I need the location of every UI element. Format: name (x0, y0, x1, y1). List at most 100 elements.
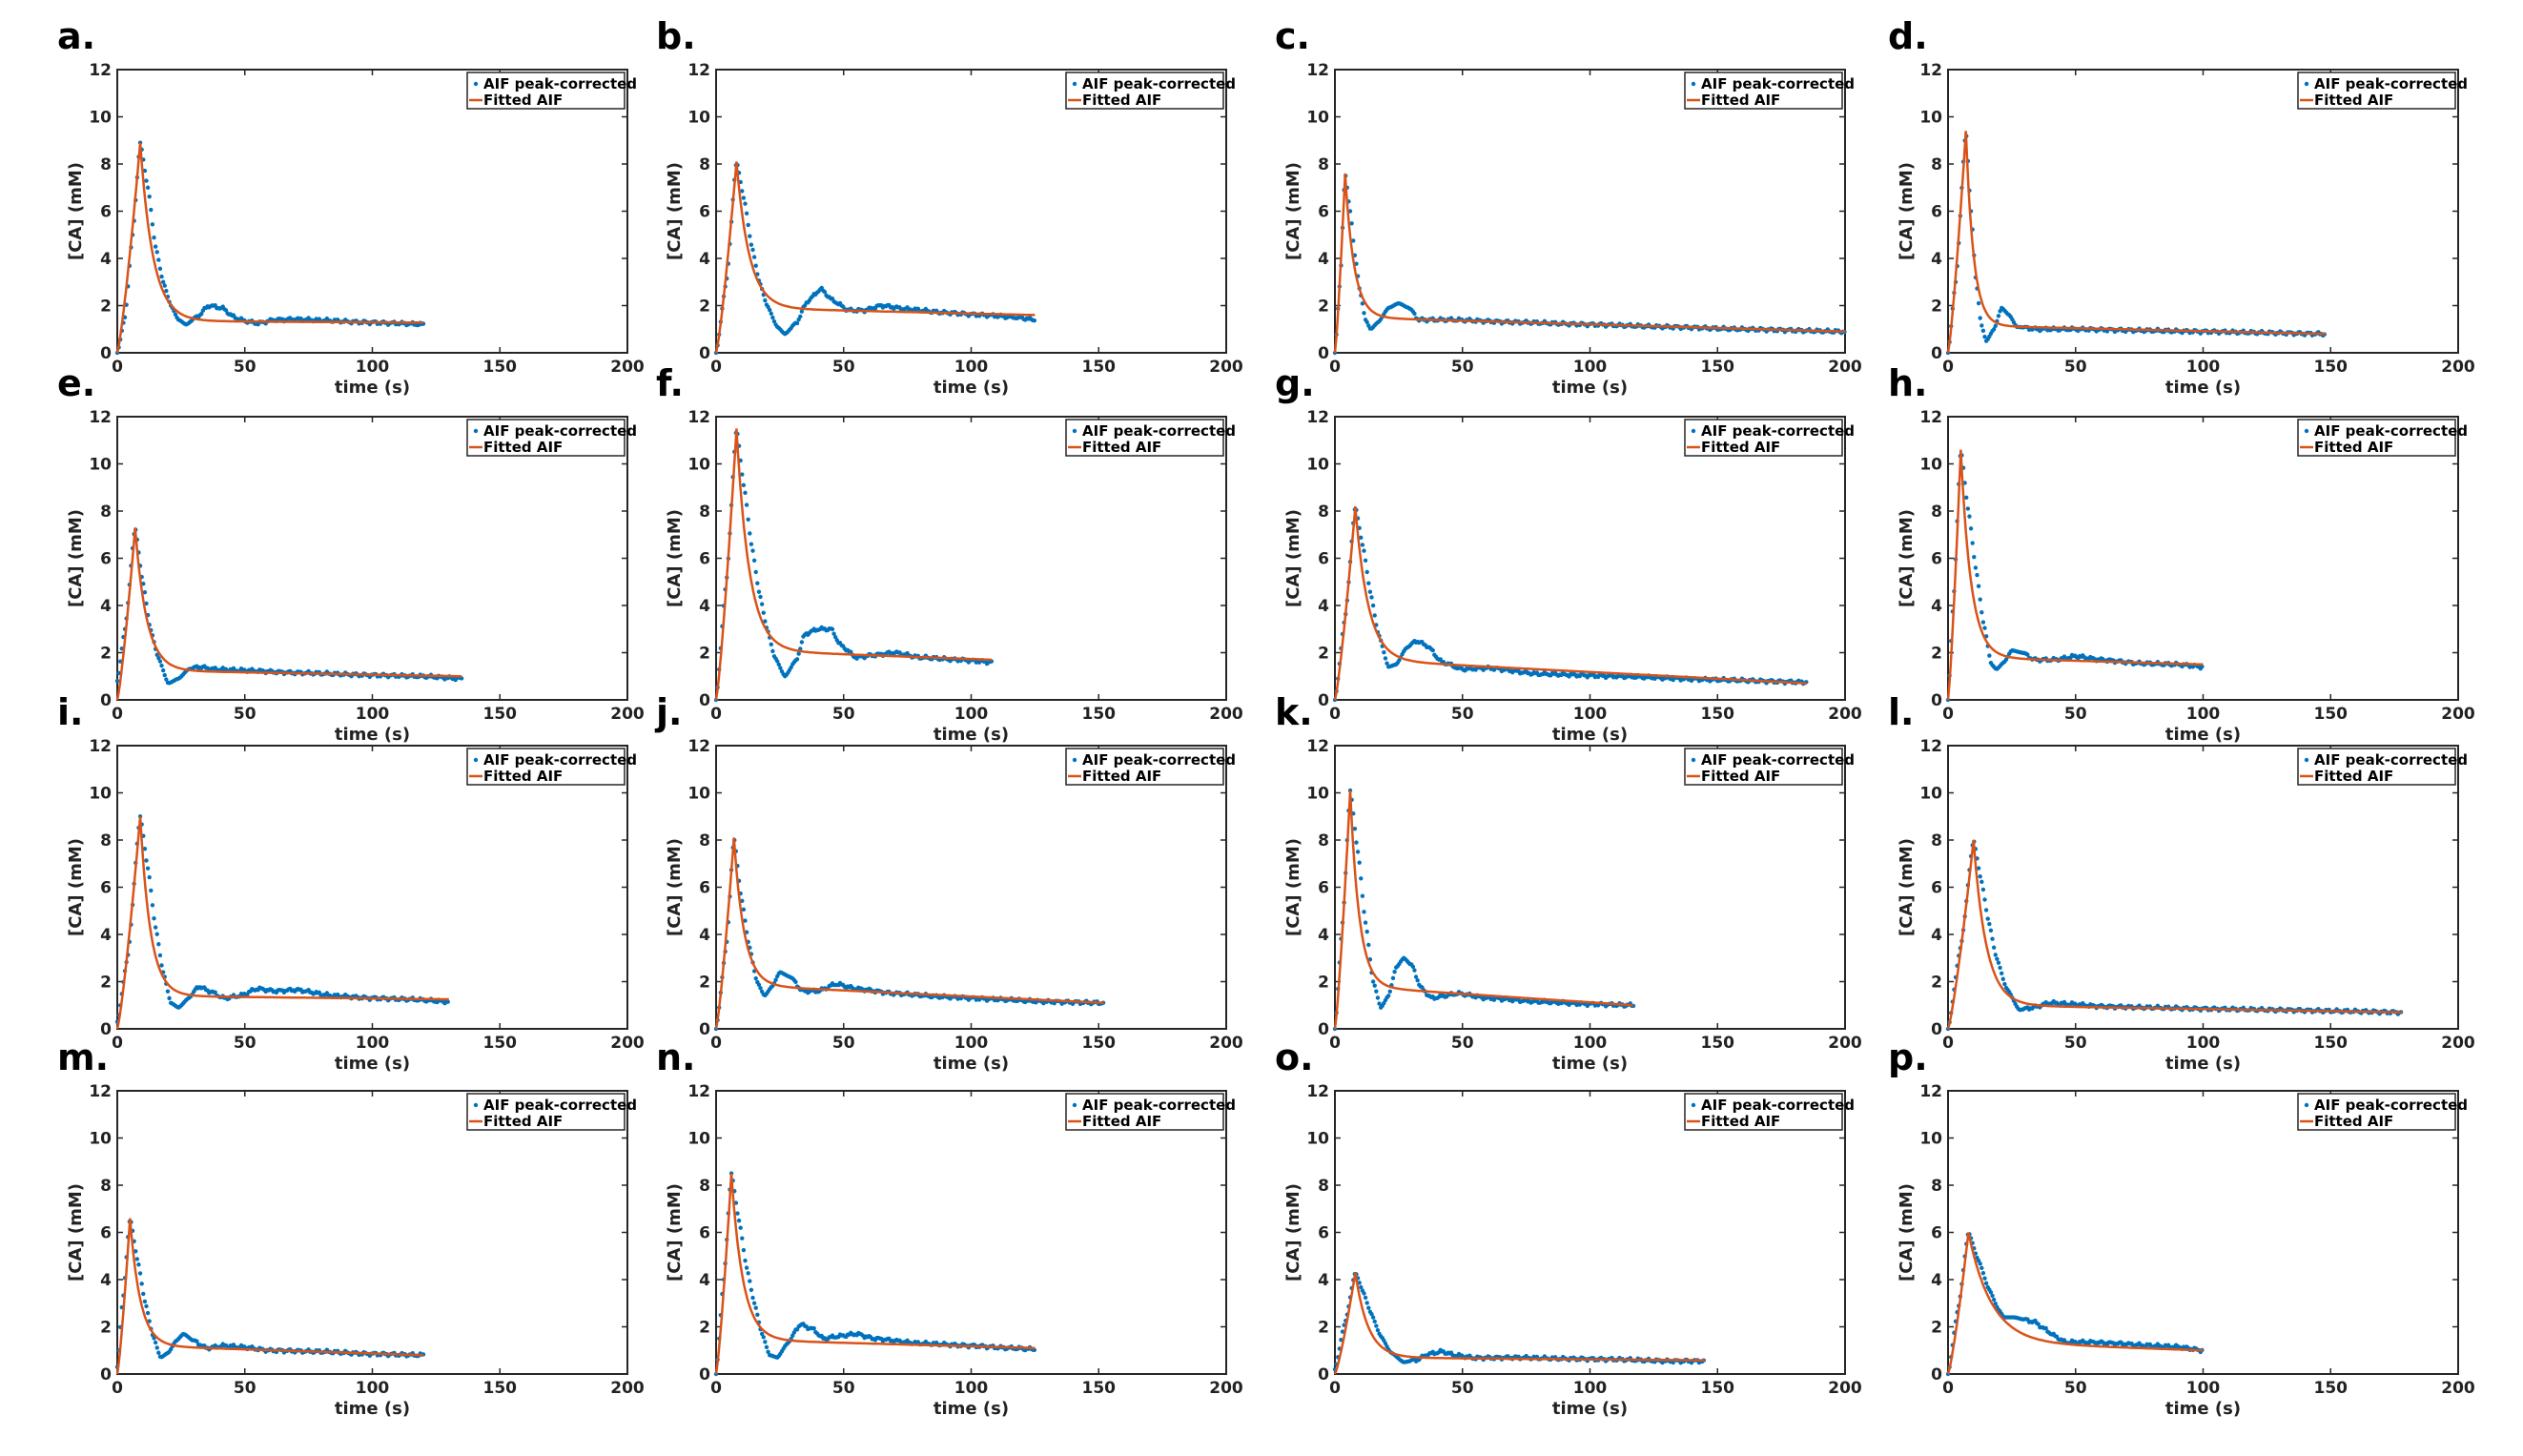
x-tick-label: 50 (234, 358, 256, 377)
x-tick-label: 50 (2064, 705, 2087, 724)
x-tick-label: 200 (2441, 1379, 2475, 1398)
y-tick-label: 0 (100, 344, 112, 363)
data-point (142, 847, 148, 851)
chart-panel-i: i. 0 50 100 150 200 0 2 4 6 8 10 12 time (s) [CA] (mM)… (57, 691, 645, 1074)
data-point (1354, 840, 1359, 845)
y-tick-label: 12 (687, 61, 710, 80)
x-tick-label: 200 (610, 705, 645, 724)
x-tick-label: 0 (710, 358, 722, 377)
chart-panel-l: l. 0 50 100 150 200 0 2 4 6 8 10 12 time (s) [CA] (mM)… (1888, 691, 2475, 1074)
x-tick-label: 0 (112, 358, 123, 377)
data-point (1982, 334, 1987, 339)
series-fitted-aif (1333, 505, 1807, 701)
legend-label-measured: AIF peak-corrected (483, 751, 637, 769)
y-tick-label: 2 (100, 297, 112, 317)
data-point (1991, 327, 1997, 332)
y-tick-label: 0 (1931, 344, 1942, 363)
x-tick-label: 0 (1329, 705, 1341, 724)
x-tick-label: 150 (1701, 1379, 1735, 1398)
data-point (1359, 535, 1364, 541)
x-tick-label: 0 (1329, 358, 1341, 377)
legend-label-fitted: Fitted AIF (1082, 1113, 1161, 1130)
y-tick-label: 4 (699, 926, 710, 945)
data-point (144, 601, 149, 606)
data-point (749, 1287, 754, 1292)
data-point (1370, 603, 1376, 608)
data-point (152, 236, 156, 240)
data-point (1998, 965, 2002, 971)
x-tick-label: 200 (1828, 358, 1862, 377)
data-point (1366, 942, 1371, 948)
y-axis-label: [CA] (mM) (1283, 509, 1303, 607)
data-point (1993, 323, 1998, 329)
x-tick-label: 200 (1209, 1379, 1243, 1398)
x-tick-label: 0 (112, 1379, 123, 1398)
y-tick-label: 10 (89, 109, 112, 128)
data-point (1349, 221, 1354, 226)
y-axis-label: [CA] (mM) (1283, 838, 1303, 936)
y-tick-label: 8 (1931, 1177, 1942, 1196)
data-point (761, 1335, 766, 1340)
data-point (154, 1345, 159, 1350)
series-fitted-aif (714, 428, 992, 701)
data-point (1990, 936, 1995, 941)
data-point (758, 594, 763, 600)
y-tick-label: 6 (1318, 203, 1329, 222)
legend-label-measured: AIF peak-corrected (1701, 75, 1855, 92)
y-tick-label: 6 (1318, 1224, 1329, 1243)
data-point (1372, 1319, 1377, 1324)
data-point (1360, 543, 1365, 547)
x-tick-label: 50 (234, 1034, 256, 1053)
data-point (167, 995, 172, 1001)
legend-marker-measured (2304, 1102, 2309, 1108)
data-point (738, 1225, 743, 1230)
data-point (1983, 1281, 1989, 1286)
y-tick-label: 10 (1306, 109, 1329, 128)
y-tick-label: 12 (1919, 1082, 1942, 1101)
x-tick-label: 200 (2441, 705, 2475, 724)
y-tick-label: 10 (89, 456, 112, 475)
legend-label-measured: AIF peak-corrected (483, 1097, 637, 1114)
y-axis-label: [CA] (mM) (1897, 838, 1917, 936)
x-tick-label: 150 (2314, 705, 2349, 724)
data-point (1979, 1265, 1984, 1271)
data-point (159, 274, 164, 279)
data-point (150, 222, 155, 227)
data-point (116, 670, 121, 676)
data-point (1359, 876, 1364, 881)
y-tick-label: 8 (100, 1177, 112, 1196)
data-point (1982, 1276, 1987, 1281)
chart-panel-k: k. 0 50 100 150 200 0 2 4 6 8 10 12 time (s) [CA] (mM)… (1275, 691, 1862, 1074)
axes-box (116, 745, 628, 1030)
data-point (769, 642, 773, 647)
y-tick-label: 2 (1931, 297, 1942, 317)
x-axis-label: time (s) (335, 1399, 410, 1419)
y-tick-label: 4 (699, 1271, 710, 1290)
data-point (1985, 916, 1990, 921)
y-tick-label: 4 (1931, 597, 1942, 616)
y-axis-label: [CA] (mM) (66, 509, 86, 607)
x-tick-label: 200 (2441, 1034, 2475, 1053)
data-point (1372, 613, 1377, 618)
x-tick-label: 50 (1451, 1034, 1474, 1053)
data-point (1968, 526, 1974, 531)
y-tick-label: 6 (699, 879, 710, 898)
data-point (736, 1218, 742, 1223)
legend-label-fitted: Fitted AIF (483, 768, 563, 785)
x-tick-label: 150 (483, 1034, 518, 1053)
data-point (213, 990, 217, 995)
data-point (1415, 977, 1420, 983)
x-axis-label: time (s) (335, 378, 410, 398)
data-point (775, 659, 780, 664)
y-tick-label: 8 (1318, 1177, 1329, 1196)
y-tick-label: 6 (1931, 550, 1942, 569)
data-point (1357, 860, 1362, 865)
data-point (145, 1310, 151, 1316)
x-tick-label: 50 (832, 705, 855, 724)
